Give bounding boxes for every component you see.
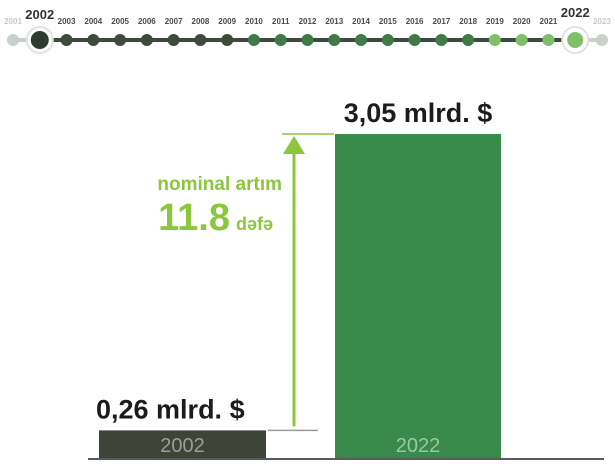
timeline-dot: [194, 34, 207, 46]
timeline-year-label: 2017: [432, 17, 450, 26]
timeline-year-label: 2018: [459, 17, 477, 26]
timeline-dot: [515, 34, 528, 46]
timeline-dot: [60, 34, 73, 46]
timeline-year-label: 2005: [111, 17, 129, 26]
growth-arrow-icon: [283, 136, 305, 427]
timeline-dot: [167, 34, 180, 46]
timeline-dot: [114, 34, 127, 46]
timeline-dot: [565, 30, 586, 50]
timeline-year-label: 2023: [593, 17, 611, 26]
timeline-year-label: 2019: [486, 17, 504, 26]
timeline-year-label: 2001: [4, 17, 22, 26]
timeline-dot: [462, 34, 475, 46]
timeline-year-label: 2006: [138, 17, 156, 26]
timeline-dot: [542, 34, 555, 46]
timeline-year-label: 2004: [84, 17, 102, 26]
timeline-dot: [328, 34, 341, 46]
timeline-year-label: 2010: [245, 17, 263, 26]
timeline-dot: [408, 34, 421, 46]
growth-annotation: nominal artım 11.8 dəfə: [157, 174, 282, 239]
timeline-year-label: 2016: [406, 17, 424, 26]
timeline-dot: [381, 34, 394, 46]
bar-category-label: 2002: [160, 435, 205, 457]
bar-value-label: 0,26 mlrd. $: [96, 394, 245, 424]
timeline-year-label: 2007: [165, 17, 183, 26]
timeline-dot: [274, 34, 287, 46]
timeline-dot: [247, 34, 260, 46]
growth-multiplier: 11.8: [158, 197, 230, 239]
bar-value-label: 3,05 mlrd. $: [344, 98, 493, 128]
timeline-dot: [7, 34, 19, 46]
bar-category-label: 2022: [396, 435, 441, 457]
growth-caption: nominal artım: [157, 174, 282, 195]
timeline-year-label: 2022: [561, 5, 590, 20]
timeline-year-label: 2002: [25, 7, 54, 22]
timeline-dot: [30, 31, 49, 49]
timeline-dot: [301, 34, 314, 46]
timeline-dot: [355, 34, 368, 46]
timeline-year-label: 2011: [272, 17, 290, 26]
timeline-year-label: 2003: [58, 17, 76, 26]
timeline-dot: [87, 34, 100, 46]
timeline-year-label: 2015: [379, 17, 397, 26]
timeline-year-label: 2021: [540, 17, 558, 26]
timeline-year-label: 2013: [325, 17, 343, 26]
growth-unit: dəfə: [236, 214, 273, 234]
timeline-dot: [596, 34, 608, 46]
arrow-head: [283, 136, 305, 154]
year-timeline: 2001 2002 2003 2004 2005 2006 2007 2008 2009 2010…: [4, 5, 611, 54]
bar-series: 2002 0,26 mlrd. $ 2022 3,05 mlrd. $: [96, 98, 501, 458]
timeline-year-label: 2009: [218, 17, 236, 26]
bar-2002: [99, 430, 266, 458]
timeline-dot: [221, 34, 234, 46]
timeline-dot: [435, 34, 448, 46]
timeline-year-label: 2020: [513, 17, 531, 26]
timeline-dot: [488, 34, 501, 46]
timeline-dot: [140, 34, 153, 46]
timeline-year-label: 2012: [299, 17, 317, 26]
timeline-year-label: 2014: [352, 17, 370, 26]
bar-2022: [335, 134, 501, 458]
timeline-year-label: 2008: [192, 17, 210, 26]
